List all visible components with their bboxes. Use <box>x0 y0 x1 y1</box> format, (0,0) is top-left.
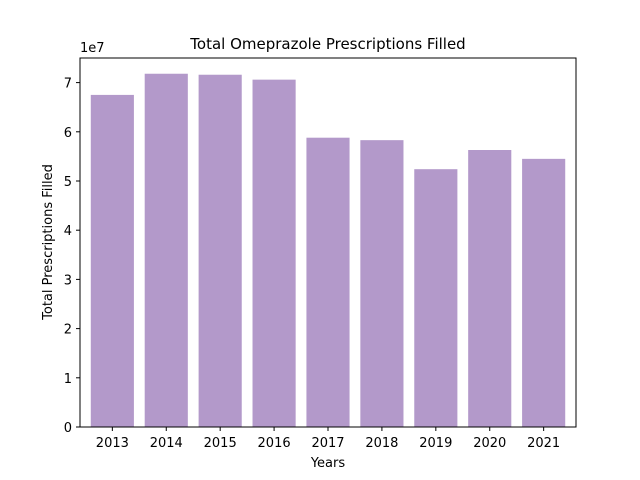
bar-2013 <box>90 94 134 428</box>
bar-2015 <box>198 74 242 427</box>
y-tick-label-1: 1 <box>64 372 72 387</box>
plot-frame <box>79 57 577 428</box>
y-tick-label-3: 3 <box>64 273 72 288</box>
bar-2019 <box>414 169 458 427</box>
x-tick-label-2017: 2017 <box>311 436 344 451</box>
y-tick-label-4: 4 <box>64 224 72 239</box>
x-axis-label: Years <box>310 456 346 471</box>
x-tick-label-2019: 2019 <box>419 436 452 451</box>
x-tick-label-2015: 2015 <box>204 436 237 451</box>
bar-2021 <box>522 158 566 428</box>
chart-title: Total Omeprazole Prescriptions Filled <box>189 35 465 53</box>
y-tick-label-7: 7 <box>64 77 72 92</box>
bar-2020 <box>468 150 512 427</box>
y-tick-label-2: 2 <box>64 323 72 338</box>
bar-2014 <box>144 73 188 428</box>
y-tick-label-0: 0 <box>64 421 72 436</box>
y-axis-label: Total Prescriptions Filled <box>41 164 56 321</box>
x-tick-label-2018: 2018 <box>365 436 398 451</box>
x-ticks-layer: 2013 2014 2015 2016 2017 2018 2019 2020 2021 <box>96 427 560 451</box>
x-tick-label-2021: 2021 <box>527 436 560 451</box>
y-ticks-layer: 0 1 2 3 4 5 6 7 <box>64 77 80 436</box>
x-tick-label-2020: 2020 <box>473 436 506 451</box>
x-tick-label-2014: 2014 <box>150 436 183 451</box>
y-tick-label-6: 6 <box>64 126 72 141</box>
bar-2016 <box>252 79 296 428</box>
y-axis-offset-label: 1e7 <box>80 41 105 56</box>
bars-layer <box>90 73 566 428</box>
bar-2017 <box>306 137 350 427</box>
bar-2018 <box>360 140 404 427</box>
x-tick-label-2013: 2013 <box>96 436 129 451</box>
y-tick-label-5: 5 <box>64 175 72 190</box>
x-tick-label-2016: 2016 <box>258 436 291 451</box>
